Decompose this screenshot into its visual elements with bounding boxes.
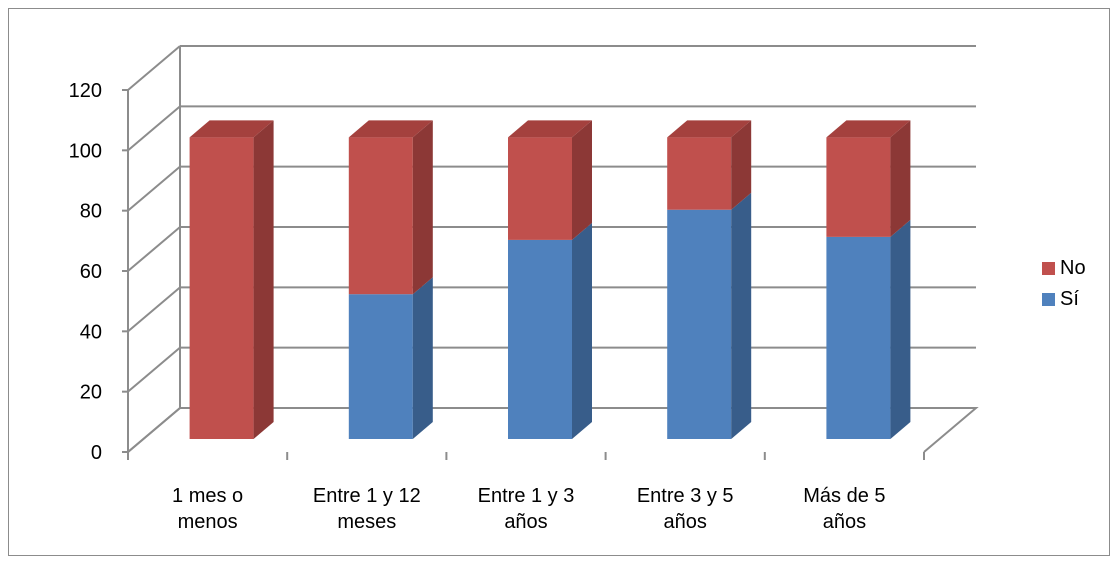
bar-no-side: [253, 120, 274, 439]
axes: [122, 46, 925, 460]
bar-no-front: [826, 137, 891, 237]
bar-no-front: [348, 137, 413, 295]
y-tick-label: 80: [80, 201, 102, 223]
x-category-label-line: años: [504, 511, 547, 533]
bar-stack: [348, 120, 433, 439]
bar-no-side: [412, 120, 433, 295]
x-category-label: Entre 1 y 3 años: [478, 485, 575, 533]
x-category-label: Entre 3 y 5 años: [637, 485, 734, 533]
bar-no-top: [508, 120, 592, 138]
gridline-side: [127, 45, 181, 91]
bar-stack: [508, 120, 592, 439]
x-category-label: Más de 5 años: [803, 485, 885, 533]
x-category-label-line: Más de 5: [803, 485, 885, 507]
y-tick-label: 100: [69, 140, 102, 162]
x-category-label-line: años: [664, 511, 707, 533]
y-tick-label: 40: [80, 321, 102, 343]
bar-no-top: [189, 120, 274, 138]
gridline-side: [127, 286, 181, 333]
bar-stack: [189, 120, 274, 440]
gridline-side: [127, 226, 181, 272]
gridline-side: [127, 105, 181, 152]
x-category-label-line: años: [823, 511, 866, 533]
bar-si-side: [572, 222, 592, 439]
bar-no-side: [890, 120, 911, 237]
bar-stack: [667, 120, 752, 439]
y-tick-label: 0: [91, 442, 102, 464]
bar-no-top: [667, 120, 752, 138]
gridline-side: [127, 407, 181, 453]
bar-no-front: [667, 137, 732, 210]
x-category-label-line: 1 mes o: [172, 485, 243, 507]
bar-no-side: [731, 120, 752, 210]
x-category-label-line: Entre 1 y 12: [313, 485, 421, 507]
legend: No Sí: [1042, 257, 1086, 310]
x-category-label-line: Entre 3 y 5: [637, 485, 734, 507]
x-category-label-line: menos: [178, 511, 238, 533]
bar-si-front: [348, 294, 413, 439]
x-category-label: 1 mes o menos: [172, 485, 243, 533]
gridline-side: [127, 165, 181, 212]
x-category-label-line: meses: [337, 511, 396, 533]
gridline-side: [127, 346, 181, 393]
x-category-label-line: Entre 1 y 3: [478, 485, 575, 507]
x-category-label: Entre 1 y 12 meses: [313, 485, 421, 533]
bar-no-front: [508, 137, 572, 240]
bar-no-top: [348, 120, 433, 138]
bar-si-side: [412, 277, 433, 439]
bar-stack: [826, 120, 911, 439]
y-tick-label: 120: [69, 80, 102, 102]
y-tick-label: 20: [80, 382, 102, 404]
axis-labels: 0 20 40 60 80 100 120 1 mes o menos Entre 1 y 12 m…: [69, 80, 886, 533]
bar-no-side: [572, 120, 592, 240]
bar-si-front: [667, 209, 732, 439]
y-tick-label: 60: [80, 261, 102, 283]
bar-no-front: [189, 137, 254, 440]
bar-si-front: [508, 239, 572, 439]
bar-no-top: [826, 120, 911, 138]
legend-label: No: [1060, 257, 1086, 279]
legend-label: Sí: [1060, 288, 1079, 310]
bar-si-side: [890, 219, 911, 439]
bars: [189, 120, 911, 440]
legend-swatch: [1042, 293, 1055, 306]
bar-si-front: [826, 236, 891, 439]
bar-si-side: [731, 192, 752, 439]
legend-swatch: [1042, 262, 1055, 275]
